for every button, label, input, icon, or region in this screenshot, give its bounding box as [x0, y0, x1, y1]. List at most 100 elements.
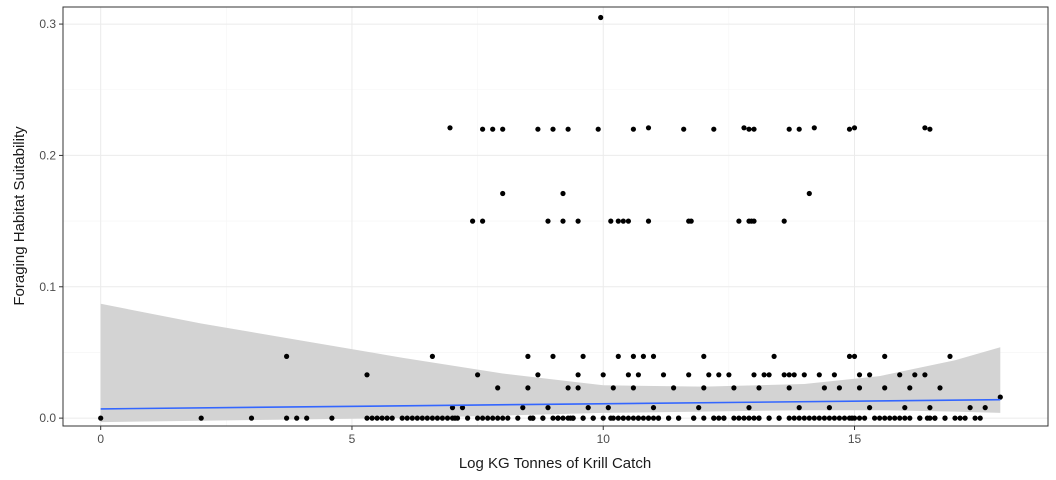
data-point [655, 415, 662, 421]
data-point [615, 415, 621, 421]
data-point [751, 218, 757, 224]
data-point [545, 405, 551, 411]
data-point [846, 126, 853, 132]
data-point [851, 125, 858, 131]
data-point [580, 415, 586, 421]
data-point [701, 353, 707, 359]
data-point [821, 385, 828, 391]
data-point [972, 415, 978, 421]
data-point [982, 405, 988, 411]
data-point [500, 190, 506, 197]
data-point [867, 372, 873, 378]
data-point [565, 385, 571, 391]
data-point [620, 415, 626, 421]
data-point [615, 353, 621, 359]
data-point [635, 372, 642, 378]
data-point [525, 385, 531, 391]
panel-border [62, 6, 1049, 427]
data-point [882, 385, 888, 391]
data-point [540, 415, 546, 421]
data-point [776, 415, 782, 421]
data-point [600, 372, 606, 378]
data-point [756, 385, 762, 391]
confidence-band [100, 303, 1001, 423]
data-point [575, 385, 581, 391]
data-point [907, 385, 913, 391]
data-point [575, 218, 581, 224]
data-point [364, 372, 370, 378]
data-point [505, 415, 511, 421]
data-point [284, 415, 290, 421]
data-point [585, 405, 591, 411]
data-point [490, 126, 496, 132]
x-tick-label: 10 [597, 432, 611, 446]
data-point [836, 415, 843, 421]
data-point [650, 405, 657, 411]
data-point [560, 218, 566, 224]
data-point [721, 415, 727, 421]
data-point [736, 415, 742, 421]
data-point [565, 126, 571, 132]
data-point [429, 415, 435, 421]
data-point [691, 415, 697, 421]
data-point [816, 415, 822, 421]
data-point [630, 353, 637, 359]
data-point [98, 415, 104, 421]
data-point [922, 372, 928, 378]
data-point [751, 126, 757, 132]
y-tick-label: 0.3 [39, 17, 56, 31]
data-point [701, 385, 707, 391]
data-point [480, 126, 486, 132]
data-point [781, 372, 787, 378]
data-point [329, 415, 335, 421]
data-point [952, 415, 958, 421]
data-point [671, 385, 677, 391]
data-point [598, 14, 604, 21]
data-point [927, 415, 933, 421]
smooth-line-layer [100, 398, 1001, 410]
data-point [701, 415, 707, 421]
data-point [907, 415, 913, 421]
data-point [530, 415, 536, 421]
data-point [967, 405, 973, 411]
data-point [515, 415, 521, 421]
data-point [867, 405, 873, 411]
data-point [746, 405, 752, 411]
confidence-band-layer [100, 303, 1001, 423]
data-point [836, 385, 843, 391]
data-point [414, 415, 420, 421]
data-point [716, 372, 722, 378]
data-point [917, 415, 923, 421]
data-point [640, 415, 647, 421]
data-point [630, 385, 637, 391]
data-point [711, 126, 717, 132]
data-point [284, 353, 290, 359]
data-point [932, 415, 938, 421]
data-point [666, 415, 672, 421]
data-point [434, 415, 440, 421]
data-point [997, 394, 1003, 400]
data-point [580, 353, 586, 359]
data-point [912, 372, 918, 378]
data-point [796, 415, 802, 421]
data-point [791, 372, 797, 378]
data-point [856, 415, 863, 421]
data-point [294, 415, 300, 421]
y-tick-label: 0.2 [39, 148, 56, 162]
x-axis-title: Log KG Tonnes of Krill Catch [459, 455, 651, 472]
points-layer [98, 14, 1003, 421]
data-point [726, 372, 732, 378]
data-point [676, 415, 682, 421]
data-point [686, 372, 692, 378]
data-point [550, 415, 556, 421]
data-point [696, 405, 702, 411]
y-axis-title: Foraging Habitat Suitability [11, 126, 28, 306]
data-point [831, 372, 838, 378]
data-point [796, 405, 802, 411]
data-point [485, 415, 491, 421]
data-point [816, 372, 822, 378]
data-point [650, 415, 657, 421]
data-point [500, 126, 506, 132]
data-point [897, 372, 903, 378]
